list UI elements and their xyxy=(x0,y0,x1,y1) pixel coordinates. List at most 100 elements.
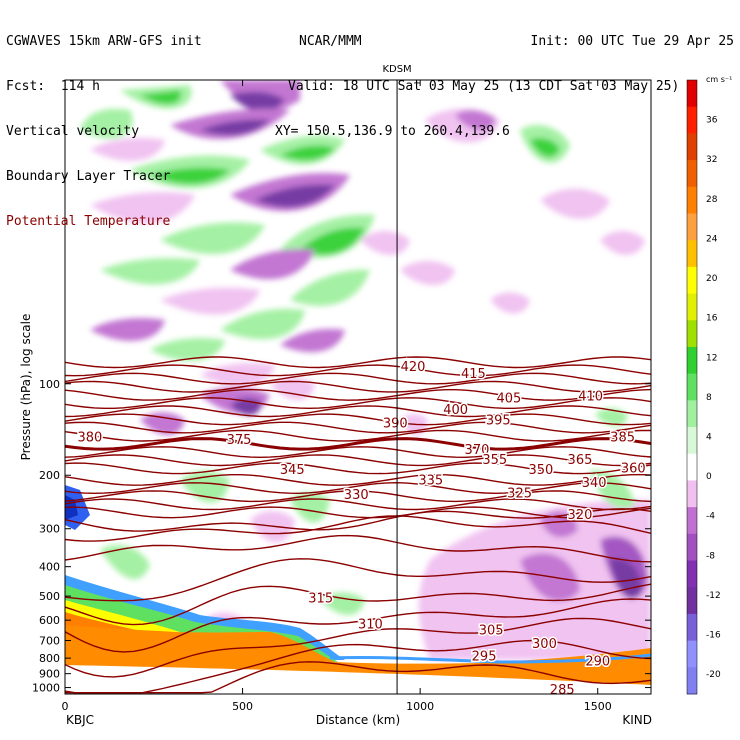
wave-band xyxy=(140,412,185,435)
theta-contour xyxy=(65,454,651,467)
theta-contour xyxy=(65,356,651,369)
colorbar-swatch xyxy=(687,427,697,455)
wave-band xyxy=(230,91,285,112)
y-tick-label: 100 xyxy=(39,378,60,391)
colorbar-label: 8 xyxy=(706,393,712,403)
colorbar-swatch xyxy=(687,293,697,321)
wave-band xyxy=(255,184,335,208)
x-tick-label: 1000 xyxy=(406,700,434,713)
wave-band xyxy=(300,227,365,255)
axes: 0 500 1000 15001002003004005006007008009001… xyxy=(32,80,651,713)
wave-band xyxy=(160,287,260,315)
theta-contour xyxy=(65,473,651,486)
colorbar-swatch xyxy=(687,213,697,241)
theta-label: 370 xyxy=(465,443,490,458)
theta-label: 330 xyxy=(344,488,369,503)
theta-contour xyxy=(65,462,651,475)
theta-label: 365 xyxy=(568,453,593,468)
forecast-hour: Fcst: 114 h xyxy=(6,79,100,94)
theta-contour xyxy=(65,558,651,602)
wave-band xyxy=(280,328,345,353)
colorbar-swatch xyxy=(687,266,697,295)
theta-label: 380 xyxy=(77,430,102,445)
y-axis-title: Pressure (hPa), log scale xyxy=(19,314,33,461)
colorbar-label: -12 xyxy=(706,591,721,601)
wave-band xyxy=(600,231,645,255)
valid-time: Valid: 18 UTC Sat 03 May 25 (13 CDT Sat … xyxy=(288,79,680,94)
theta-contour xyxy=(65,421,651,434)
potential-temperature-contours xyxy=(65,356,651,694)
wave-band xyxy=(400,261,455,285)
theta-contour xyxy=(65,498,651,511)
wave-band xyxy=(490,292,530,314)
ground xyxy=(65,665,651,694)
theta-contour xyxy=(65,364,651,377)
left-station-label: KBJC xyxy=(66,713,94,727)
colorbar-swatch xyxy=(687,320,697,348)
theta-label: 335 xyxy=(418,473,443,488)
header-center: NCAR/MMM Valid: 18 UTC Sat 03 May 25 (13… xyxy=(275,4,679,154)
terrain-edge xyxy=(329,653,651,664)
colorbar-swatch xyxy=(687,106,697,134)
theta-contour xyxy=(65,490,651,503)
y-tick-label: 900 xyxy=(39,668,60,681)
wave-band xyxy=(140,90,181,105)
field-boundary-layer-tracer: Boundary Layer Tracer xyxy=(6,169,171,184)
wave-band xyxy=(160,222,265,255)
x-axis-title: Distance (km) xyxy=(316,713,400,727)
wave-band xyxy=(90,192,195,224)
organization: NCAR/MMM xyxy=(299,34,362,49)
wave-band xyxy=(280,145,335,161)
theta-label: 360 xyxy=(621,461,646,476)
theta-contour xyxy=(65,446,651,459)
colorbar-swatch xyxy=(687,667,697,695)
theta-contour xyxy=(65,617,651,678)
wave-band xyxy=(595,408,628,427)
colorbar-frame xyxy=(686,79,698,695)
wave-band xyxy=(320,592,365,615)
theta-contour xyxy=(65,598,651,653)
theta-contour xyxy=(65,534,651,563)
colorbar-label: 32 xyxy=(706,155,717,165)
colorbar-unit: cm s⁻¹ xyxy=(706,75,732,84)
colorbar-label: -8 xyxy=(706,551,715,561)
colorbar-swatch xyxy=(687,160,697,188)
theta-label: 385 xyxy=(610,430,635,445)
theta-label: 405 xyxy=(497,392,522,407)
cross-section-endpoints: XY= 150.5,136.9 to 260.4,139.6 xyxy=(275,124,510,139)
theta-contour xyxy=(65,380,651,393)
theta-contour xyxy=(65,515,651,542)
theta-label: 325 xyxy=(507,487,532,502)
header-left: CGWAVES 15km ARW-GFS init Fcst: 114 h Ve… xyxy=(6,4,202,244)
colorbar-label: 0 xyxy=(706,472,712,482)
plot-frame xyxy=(64,79,652,695)
colorbar-label: 36 xyxy=(706,116,718,126)
wave-band xyxy=(90,138,165,161)
colorbar-swatch xyxy=(687,346,697,375)
theta-contour xyxy=(65,405,651,418)
theta-label: 300 xyxy=(532,637,557,652)
theta-contour xyxy=(65,372,651,385)
y-tick-label: 400 xyxy=(39,561,60,574)
colorbar-swatch xyxy=(687,507,697,535)
colorbar-label: -4 xyxy=(706,512,715,522)
theta-contour xyxy=(65,397,651,410)
y-tick-label: 1000 xyxy=(32,682,60,695)
potential-temperature-labels: 420 415 410 405 400 395 390 385 380 375 370 365 360 3… xyxy=(76,358,647,699)
theta-label: 355 xyxy=(482,453,507,468)
colorbar-swatch xyxy=(687,640,697,668)
x-tick-label: 0 xyxy=(62,700,69,713)
colorbar-swatch xyxy=(687,587,697,615)
theta-label: 400 xyxy=(443,403,468,418)
y-tick-label: 800 xyxy=(39,652,60,665)
wave-band xyxy=(220,308,305,340)
theta-contour xyxy=(65,413,651,426)
theta-label: 420 xyxy=(401,360,426,375)
wave-band xyxy=(200,363,275,386)
colorbar-label: 20 xyxy=(706,274,718,284)
y-tick-label: 300 xyxy=(39,523,60,536)
theta-contour xyxy=(65,661,651,694)
station-marker-label: KDSM xyxy=(382,64,411,75)
theta-contour xyxy=(65,388,651,401)
theta-label: 415 xyxy=(461,367,486,382)
